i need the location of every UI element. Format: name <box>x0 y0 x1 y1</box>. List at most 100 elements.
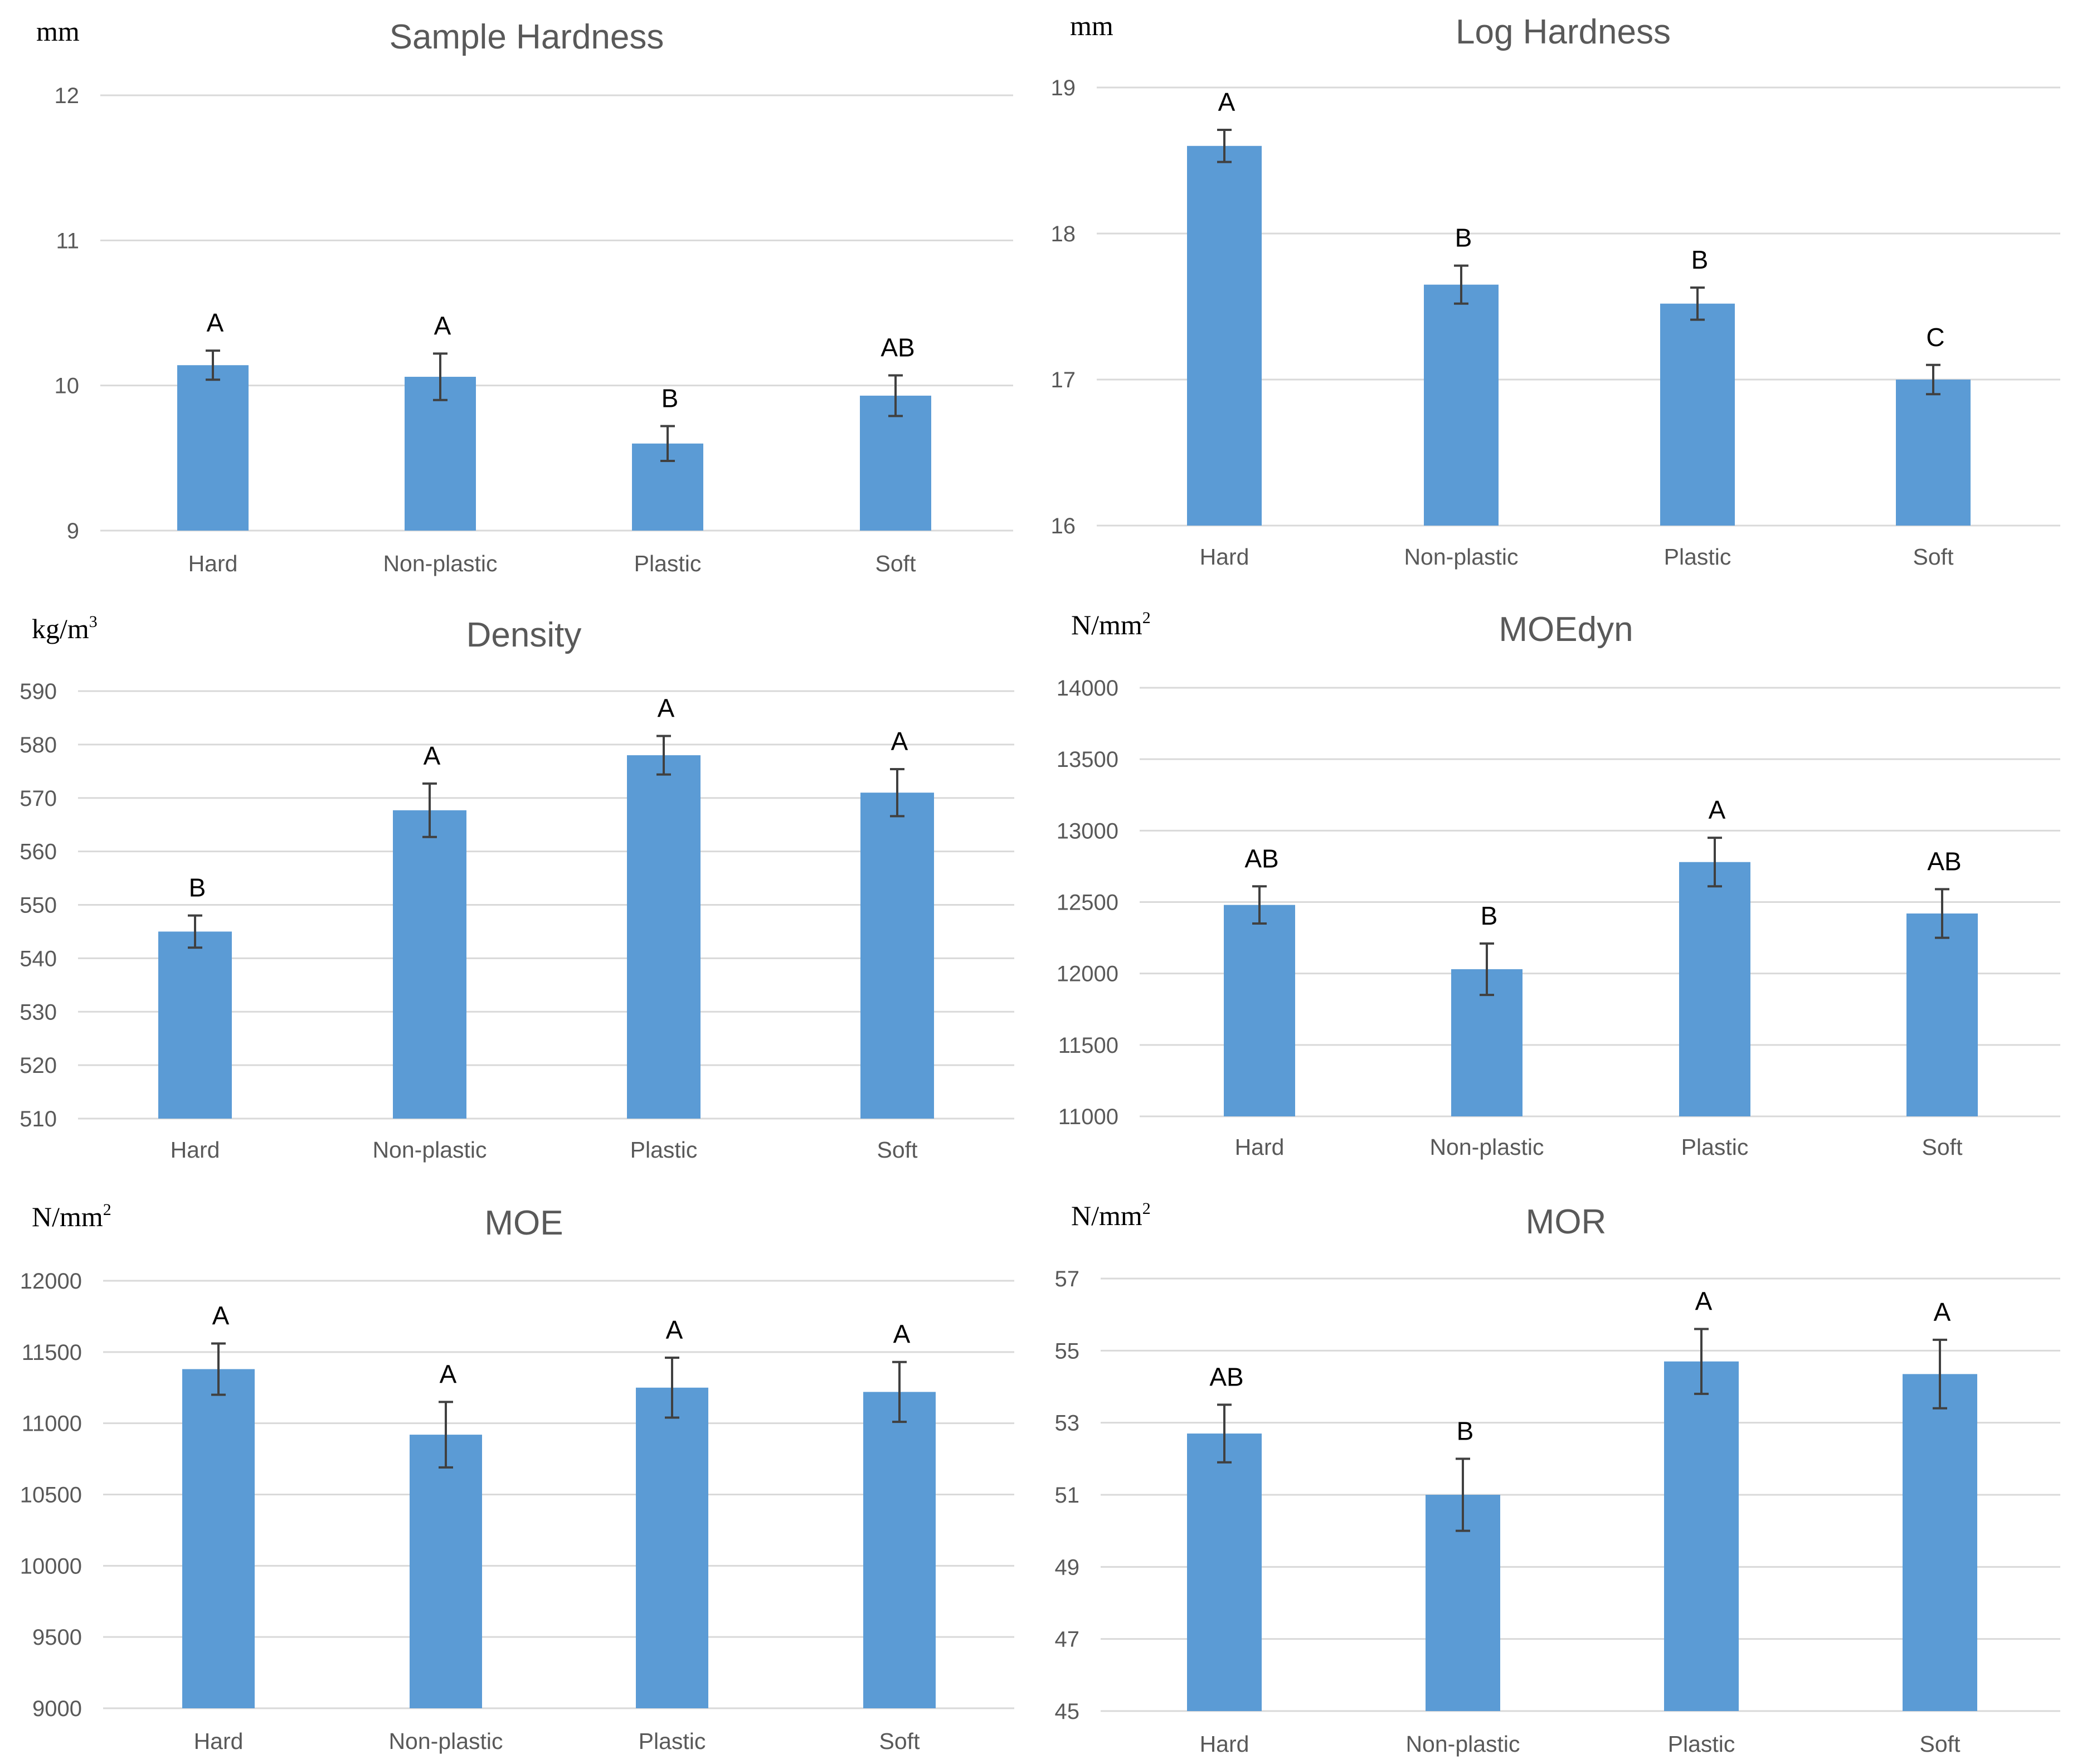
y-tick-label: 9 <box>67 519 79 543</box>
y-unit-label: N/mm2 <box>1071 609 1151 640</box>
y-tick-label: 560 <box>20 840 57 864</box>
y-tick-label: 11500 <box>1058 1033 1118 1058</box>
chart-title: MOE <box>484 1204 563 1242</box>
x-tick-label: Soft <box>1913 544 1954 570</box>
error-bar <box>1454 264 1468 305</box>
error-bar <box>422 782 437 838</box>
bar-soft <box>860 793 934 1119</box>
bar-non-plastic <box>1424 284 1499 526</box>
error-bar <box>888 374 903 417</box>
error-bar <box>433 352 447 401</box>
y-tick-label: 55 <box>1055 1339 1080 1363</box>
y-unit-label: N/mm2 <box>1071 1199 1151 1231</box>
chart-title: Density <box>466 616 582 654</box>
x-tick-label: Soft <box>1922 1134 1963 1160</box>
error-bar <box>1926 363 1940 396</box>
y-tick-label: 47 <box>1055 1627 1080 1652</box>
bar-hard <box>1187 1433 1262 1711</box>
y-tick-label: 45 <box>1055 1699 1080 1724</box>
y-tick-label: 16 <box>1051 514 1076 538</box>
bar-plastic <box>1679 862 1750 1116</box>
bar-non-plastic <box>410 1435 482 1708</box>
y-tick-label: 13000 <box>1057 819 1118 843</box>
y-tick-label: 550 <box>20 893 57 918</box>
error-bar <box>1252 885 1267 925</box>
error-bar <box>890 767 904 818</box>
error-bar <box>1933 1338 1947 1410</box>
x-tick-label: Hard <box>194 1728 244 1754</box>
x-tick-label: Plastic <box>1681 1134 1749 1160</box>
significance-letter: B <box>189 873 206 902</box>
bar-hard <box>182 1369 255 1708</box>
bar-hard <box>177 365 249 531</box>
significance-letter: AB <box>1209 1362 1243 1391</box>
x-tick-label: Plastic <box>630 1137 698 1163</box>
y-tick-label: 10000 <box>20 1554 82 1578</box>
y-tick-label: 590 <box>20 679 57 704</box>
x-tick-label: Hard <box>188 551 238 576</box>
error-bar <box>1935 888 1949 939</box>
chart-panel-2: 16 17 18 19 Log Hardness mm A Hard B Non-plastic B… <box>1051 10 2060 570</box>
significance-letter: A <box>891 727 908 756</box>
error-bar <box>656 735 671 776</box>
significance-letter: A <box>440 1359 457 1388</box>
error-bar <box>892 1360 907 1423</box>
x-tick-label: Hard <box>1235 1134 1285 1160</box>
bar-plastic <box>1664 1361 1739 1711</box>
y-tick-label: 11500 <box>22 1340 82 1365</box>
bar-plastic <box>627 755 701 1119</box>
error-bar <box>1217 1403 1232 1464</box>
significance-letter: A <box>658 694 675 723</box>
x-tick-label: Hard <box>1200 544 1249 570</box>
x-tick-label: Hard <box>1200 1731 1249 1757</box>
significance-letter: B <box>1691 245 1709 274</box>
x-tick-label: Plastic <box>639 1728 706 1754</box>
bar-hard <box>1187 145 1262 526</box>
chart-title: Sample Hardness <box>390 18 664 56</box>
x-tick-label: Plastic <box>1664 544 1731 570</box>
x-tick-label: Non-plastic <box>1429 1134 1544 1160</box>
y-unit-label: mm <box>36 16 80 47</box>
significance-letter: A <box>666 1315 683 1344</box>
x-tick-label: Non-plastic <box>1405 1731 1520 1757</box>
chart-title: MOEdyn <box>1499 610 1633 649</box>
y-tick-label: 12 <box>55 84 80 108</box>
y-unit-label: mm <box>1070 10 1113 41</box>
y-tick-label: 57 <box>1055 1267 1080 1291</box>
error-bar <box>206 349 220 381</box>
x-tick-label: Soft <box>875 551 917 576</box>
significance-letter: B <box>1457 1416 1474 1445</box>
y-tick-label: 49 <box>1055 1555 1080 1580</box>
significance-letter: A <box>424 741 441 770</box>
y-tick-label: 10 <box>55 374 80 399</box>
y-tick-label: 14000 <box>1057 676 1118 701</box>
y-tick-label: 530 <box>20 1000 57 1024</box>
bar-non-plastic <box>405 377 476 531</box>
bar-plastic <box>636 1387 708 1708</box>
error-bar <box>1456 1457 1470 1532</box>
chart-panel-4: 11000 11500 12000 12500 13000 13500 14000 MOEdy… <box>1057 609 2060 1160</box>
significance-letter: A <box>434 311 451 340</box>
error-bar <box>1480 942 1494 997</box>
y-tick-label: 9000 <box>32 1697 82 1721</box>
y-tick-label: 540 <box>20 946 57 971</box>
error-bar <box>1694 1328 1709 1395</box>
bar-plastic <box>1660 303 1735 526</box>
y-tick-label: 12000 <box>1057 962 1118 987</box>
significance-letter: C <box>1926 323 1944 352</box>
y-unit-label: N/mm2 <box>32 1201 111 1232</box>
y-tick-label: 17 <box>1051 368 1076 392</box>
bar-soft <box>863 1392 936 1708</box>
significance-letter: AB <box>881 333 915 362</box>
error-bar <box>665 1357 679 1419</box>
y-tick-label: 51 <box>1055 1483 1080 1508</box>
bar-hard <box>1224 905 1295 1116</box>
x-tick-label: Non-plastic <box>1404 544 1518 570</box>
y-tick-label: 11000 <box>1058 1105 1118 1129</box>
significance-letter: A <box>212 1301 230 1330</box>
y-tick-label: 11 <box>56 229 79 253</box>
chart-panel-6: 45 47 49 51 53 55 57 MOR N/mm2 AB Hard B Non-plastic… <box>1055 1199 2060 1757</box>
significance-letter: B <box>661 384 679 413</box>
y-tick-label: 11000 <box>22 1412 82 1436</box>
x-tick-label: Hard <box>171 1137 220 1163</box>
